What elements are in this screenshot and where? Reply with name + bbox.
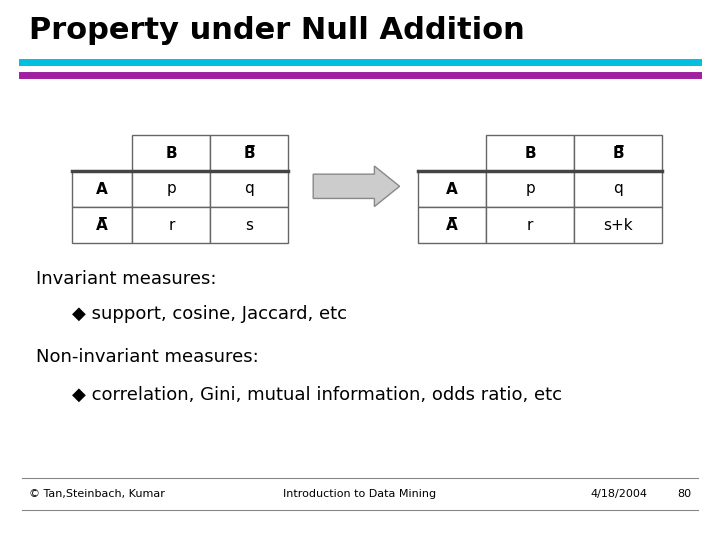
Text: r: r [168, 218, 174, 233]
Text: B̅: B̅ [243, 145, 255, 160]
Text: ◆ correlation, Gini, mutual information, odds ratio, etc: ◆ correlation, Gini, mutual information,… [72, 386, 562, 404]
Text: ◆ support, cosine, Jaccard, etc: ◆ support, cosine, Jaccard, etc [72, 305, 347, 323]
Text: © Tan,Steinbach, Kumar: © Tan,Steinbach, Kumar [29, 489, 165, 499]
Text: p: p [526, 181, 535, 197]
Text: Property under Null Addition: Property under Null Addition [29, 16, 525, 45]
Bar [132, 207, 210, 243]
Bar [418, 135, 486, 171]
Bar [72, 207, 132, 243]
Bar [486, 171, 575, 207]
Bar [72, 171, 132, 207]
Text: q: q [613, 181, 624, 197]
Text: q: q [244, 181, 254, 197]
Bar [210, 135, 288, 171]
Text: Introduction to Data Mining: Introduction to Data Mining [284, 489, 436, 499]
Text: B: B [524, 145, 536, 160]
Text: 80: 80 [677, 489, 691, 499]
Text: r: r [527, 218, 534, 233]
Text: A: A [96, 181, 108, 197]
Bar [210, 207, 288, 243]
Bar [132, 171, 210, 207]
Bar [575, 135, 662, 171]
Text: B: B [166, 145, 177, 160]
Bar [418, 207, 486, 243]
Bar [72, 135, 132, 171]
Text: 4/18/2004: 4/18/2004 [590, 489, 647, 499]
Text: Invariant measures:: Invariant measures: [36, 270, 217, 288]
FancyArrow shape [313, 166, 400, 206]
Bar [486, 135, 575, 171]
Text: p: p [166, 181, 176, 197]
Text: s: s [245, 218, 253, 233]
Bar [575, 207, 662, 243]
Bar [486, 207, 575, 243]
Bar [418, 171, 486, 207]
Text: A̅: A̅ [446, 218, 458, 233]
Bar [210, 171, 288, 207]
Text: Non-invariant measures:: Non-invariant measures: [36, 348, 258, 366]
Text: B̅: B̅ [613, 145, 624, 160]
Text: s+k: s+k [603, 218, 633, 233]
Bar [132, 135, 210, 171]
Bar [575, 171, 662, 207]
Text: A̅: A̅ [96, 218, 108, 233]
Text: A: A [446, 181, 458, 197]
